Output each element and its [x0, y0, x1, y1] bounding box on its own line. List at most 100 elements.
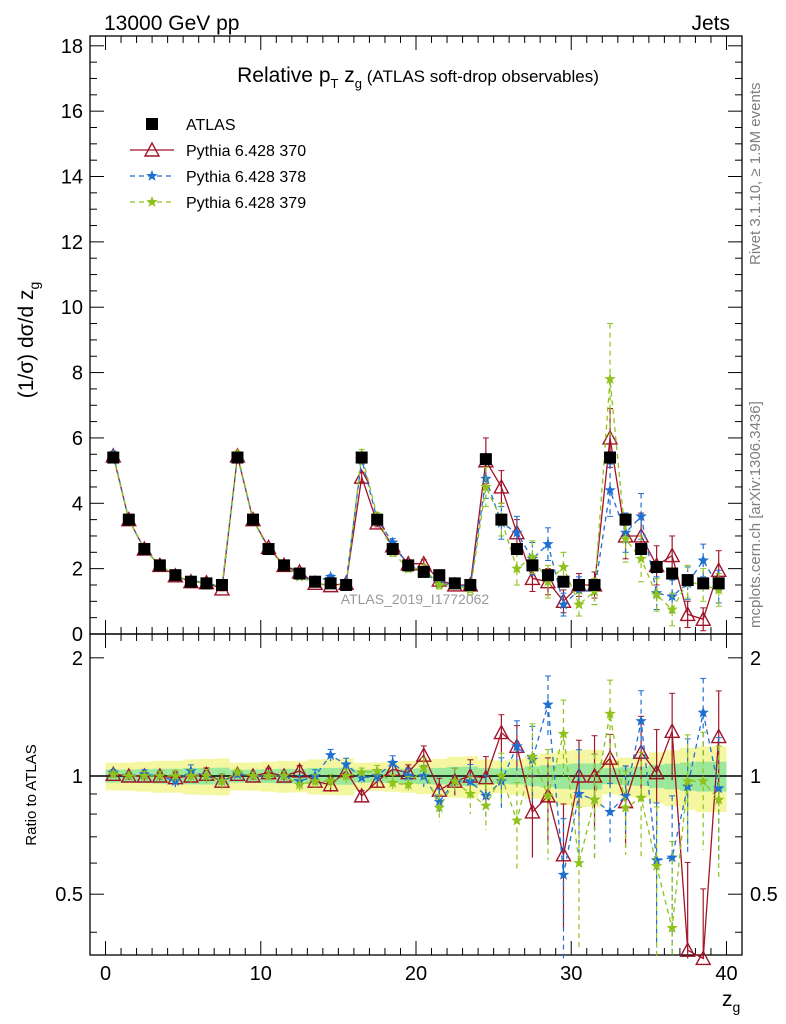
header-energy-label: 13000 GeV pp — [104, 12, 239, 35]
x-tick-label: 0 — [100, 963, 111, 985]
data-point-star — [604, 484, 616, 496]
legend-label: Pythia 6.428 370 — [186, 143, 306, 160]
data-point-star — [511, 526, 523, 538]
y-tick-label: 0 — [72, 624, 83, 646]
data-point-atlas — [340, 578, 353, 591]
data-point-star — [154, 770, 166, 781]
data-point-triangle — [663, 547, 681, 563]
data-point-atlas — [433, 569, 446, 582]
data-point-star — [324, 570, 337, 582]
analysis-watermark: ATLAS_2019_I1772062 — [341, 591, 490, 607]
data-point-atlas — [650, 561, 663, 574]
data-point-triangle — [353, 468, 370, 484]
data-point-star — [557, 598, 570, 610]
x-axis-label-sub: g — [733, 999, 741, 1015]
data-point-star — [713, 782, 725, 794]
data-point-star — [185, 770, 197, 781]
main-y-axis-label: (1/σ) dσ/d zg — [15, 282, 42, 399]
data-point-triangle — [493, 478, 510, 494]
data-point-triangle — [695, 610, 712, 626]
data-point-star — [573, 857, 585, 868]
data-point-atlas — [107, 451, 120, 464]
data-point-atlas — [309, 575, 322, 588]
data-point-star — [650, 588, 663, 600]
data-point-triangle — [570, 767, 588, 783]
data-point-star — [697, 554, 709, 566]
data-point-star — [666, 922, 678, 933]
series-ratio-1 — [107, 675, 725, 959]
data-point-star — [402, 770, 414, 781]
data-point-atlas — [526, 559, 539, 572]
series-ratio-line — [113, 713, 720, 929]
data-point-atlas — [666, 567, 679, 580]
main-y-axis-label-text: (1/σ) dσ/d z — [15, 290, 38, 399]
data-point-atlas — [278, 559, 291, 572]
x-axis-label: zg — [722, 988, 740, 1015]
legend-entry-3: Pythia 6.428 379 — [130, 195, 306, 212]
data-point-star — [557, 561, 570, 572]
series-main-2 — [107, 323, 725, 627]
data-point-star — [216, 775, 228, 787]
data-point-triangle — [695, 949, 712, 966]
data-point-star — [433, 801, 445, 813]
data-point-star — [387, 777, 399, 788]
data-point-atlas — [402, 559, 415, 572]
data-point-star — [619, 533, 632, 545]
data-point-atlas — [153, 559, 166, 572]
data-point-star — [635, 791, 647, 803]
data-point-triangle — [632, 743, 650, 759]
data-point-star — [418, 761, 430, 773]
data-point-triangle — [353, 787, 370, 803]
data-point-star — [619, 789, 632, 801]
data-point-triangle — [679, 941, 696, 957]
legend-label: Pythia 6.428 378 — [186, 169, 306, 186]
data-point-triangle — [143, 141, 161, 157]
data-point-star — [480, 799, 492, 811]
data-point-star — [619, 526, 632, 538]
data-point-star — [402, 778, 414, 790]
data-point-atlas — [184, 575, 197, 588]
data-point-star — [542, 538, 554, 549]
data-point-star — [526, 750, 539, 762]
series-ratio-2 — [107, 679, 725, 959]
chart-title: Relative pT zg (ATLAS soft-drop observab… — [237, 64, 599, 91]
data-point-star — [511, 562, 523, 574]
data-point-star — [635, 510, 647, 522]
data-point-atlas — [557, 575, 570, 588]
data-point-star — [387, 756, 399, 768]
data-point-star — [511, 814, 523, 826]
data-point-atlas — [712, 577, 725, 590]
data-point-atlas — [464, 578, 477, 591]
ratio-tick-label-left: 1 — [72, 766, 83, 788]
data-point-star — [464, 788, 476, 799]
chart-title-var: z — [338, 64, 354, 87]
main-panel: 0 2 4 6 8 10 12 14 16 18 — [61, 35, 743, 646]
y-tick-label: 18 — [61, 36, 83, 58]
data-point-triangle — [663, 722, 681, 738]
chart-title-rest: (ATLAS soft-drop observables) — [362, 67, 599, 86]
rivet-version-label: Rivet 3.1.10, ≥ 1.9M events — [747, 83, 764, 266]
y-tick-label: 14 — [61, 167, 83, 189]
data-point-star — [635, 552, 647, 564]
data-point-atlas — [324, 577, 337, 590]
ratio-y-axis-label: Ratio to ATLAS — [23, 744, 40, 845]
legend-entry-0: ATLAS — [146, 117, 236, 134]
legend-label: ATLAS — [186, 117, 236, 134]
data-point-star — [573, 598, 585, 610]
data-point-star — [340, 758, 352, 770]
x-axis-label-text: z — [722, 988, 733, 1011]
data-point-star — [713, 793, 725, 805]
chart-title-main: Relative p — [237, 64, 330, 87]
data-point-triangle — [260, 764, 277, 780]
data-point-atlas — [681, 574, 694, 587]
series-line — [112, 437, 720, 621]
x-tick-label: 10 — [250, 963, 272, 985]
data-point-star — [604, 707, 616, 719]
data-point-star — [511, 740, 523, 752]
ratio-tick-label-right: 0.5 — [750, 884, 778, 906]
data-point-star — [262, 770, 275, 781]
data-point-star — [542, 789, 554, 801]
data-point-star — [604, 805, 616, 817]
chart-title-sub-t: T — [331, 76, 339, 91]
data-point-star — [247, 770, 259, 781]
